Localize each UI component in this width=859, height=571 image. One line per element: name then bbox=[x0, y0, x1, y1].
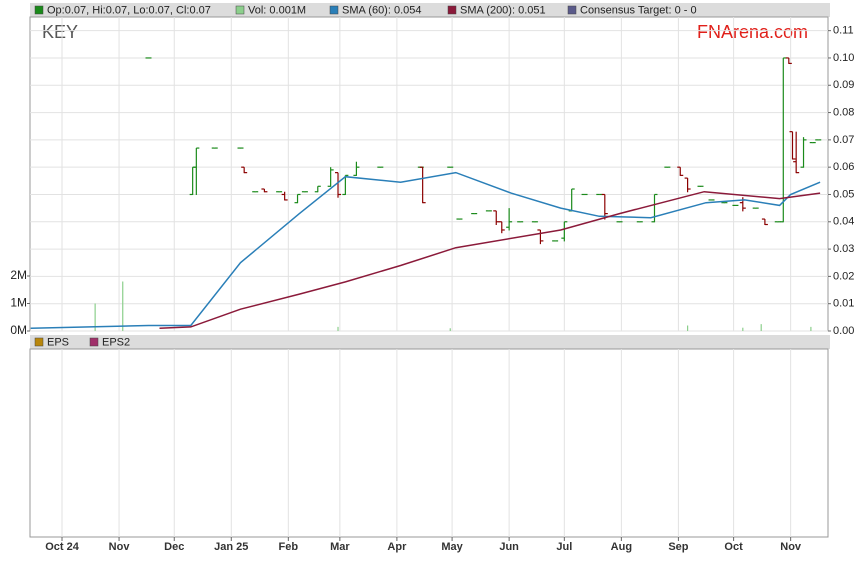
x-tick-label: Jan 25 bbox=[214, 541, 248, 553]
symbol: KEY bbox=[42, 22, 78, 42]
volume-bar bbox=[337, 326, 339, 331]
y-tick-label: 0.05 bbox=[833, 188, 854, 200]
legend-label: EPS bbox=[47, 336, 69, 348]
y-tick-label: 0.03 bbox=[833, 243, 854, 255]
sma-line bbox=[30, 171, 821, 330]
y2-tick-label: 1M bbox=[10, 296, 27, 310]
legend-swatch bbox=[89, 337, 99, 347]
legend-label: Consensus Target: 0 - 0 bbox=[580, 4, 697, 16]
y-tick-label: 0.07 bbox=[833, 134, 854, 146]
x-tick-label: Sep bbox=[668, 541, 688, 553]
legend-label: EPS2 bbox=[102, 336, 130, 348]
x-tick-label: Jul bbox=[556, 541, 572, 553]
legend-band bbox=[30, 3, 830, 17]
volume-bar bbox=[122, 281, 124, 331]
legend-label: Op:0.07, Hi:0.07, Lo:0.07, Cl:0.07 bbox=[47, 4, 211, 16]
legend-label: SMA (200): 0.051 bbox=[460, 4, 546, 16]
x-tick-label: May bbox=[441, 541, 463, 553]
x-tick-label: Feb bbox=[279, 541, 299, 553]
legend-swatch bbox=[34, 337, 44, 347]
volume-bar bbox=[760, 324, 762, 331]
volume-bar bbox=[810, 326, 812, 331]
legend-swatch bbox=[447, 5, 457, 15]
eps-plot-frame bbox=[29, 348, 829, 538]
legend-swatch bbox=[235, 5, 245, 15]
legend-band bbox=[30, 335, 830, 349]
x-tick-label: Aug bbox=[611, 541, 632, 553]
x-tick-label: Oct 24 bbox=[45, 541, 80, 553]
legend-swatch bbox=[567, 5, 577, 15]
legend-label: Vol: 0.001M bbox=[248, 4, 306, 16]
volume-bar bbox=[449, 328, 451, 331]
volume-bar bbox=[94, 303, 96, 331]
brand: FNArena.com bbox=[697, 22, 808, 42]
y-tick-label: 0.06 bbox=[833, 161, 854, 173]
y2-tick-label: 0M bbox=[10, 323, 27, 337]
y-tick-label: 0.11 bbox=[833, 25, 854, 37]
y2-tick-label: 2M bbox=[10, 268, 27, 282]
y-tick-label: 0.09 bbox=[833, 79, 854, 91]
y-tick-label: 0.08 bbox=[833, 106, 854, 118]
legend-swatch bbox=[329, 5, 339, 15]
y-tick-label: 0.02 bbox=[833, 270, 854, 282]
x-tick-label: Nov bbox=[109, 541, 131, 553]
x-tick-label: Jun bbox=[499, 541, 519, 553]
legend-label: SMA (60): 0.054 bbox=[342, 4, 422, 16]
legend-swatch bbox=[34, 5, 44, 15]
y-tick-label: 0.04 bbox=[833, 216, 854, 228]
volume-bar bbox=[742, 327, 744, 331]
x-tick-label: Mar bbox=[330, 541, 350, 553]
y-tick-label: 0.00 bbox=[833, 325, 854, 337]
sma-line bbox=[159, 190, 821, 330]
volume-bar bbox=[687, 325, 689, 331]
x-tick-label: Oct bbox=[724, 541, 743, 553]
x-tick-label: Dec bbox=[164, 541, 184, 553]
x-tick-label: Apr bbox=[387, 541, 407, 553]
x-tick-label: Nov bbox=[780, 541, 802, 553]
y-tick-label: 0.01 bbox=[833, 298, 854, 310]
y-tick-label: 0.10 bbox=[833, 52, 854, 64]
